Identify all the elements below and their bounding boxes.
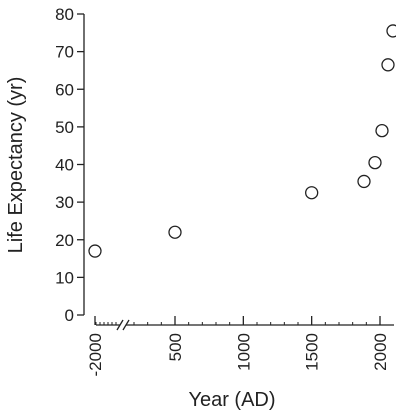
y-tick-label: 0 <box>65 306 74 325</box>
x-tick-label: -2000 <box>86 333 105 376</box>
y-tick-label: 30 <box>55 193 74 212</box>
data-points <box>88 24 396 258</box>
y-tick-label: 50 <box>55 118 74 137</box>
axis-break-mark <box>116 319 124 331</box>
x-axis-label: Year (AD) <box>188 389 275 411</box>
y-tick-label: 10 <box>55 268 74 287</box>
y-tick-label: 20 <box>55 231 74 250</box>
data-point <box>168 225 182 239</box>
y-tick-label: 70 <box>55 43 74 62</box>
y-axis-label: Life Expectancy (yr) <box>5 77 27 254</box>
axes <box>83 14 394 331</box>
y-tick-label: 80 <box>55 5 74 24</box>
x-tick-label: 500 <box>166 333 185 361</box>
y-tick-label: 40 <box>55 156 74 175</box>
ticks: 0 10 20 30 40 50 60 70 80 -2000 500 1000 1500 2000 <box>55 5 390 376</box>
x-tick-label: 1500 <box>303 333 322 371</box>
data-point <box>381 58 395 72</box>
data-point <box>357 174 371 189</box>
x-tick-label: 2000 <box>371 333 390 371</box>
y-tick-label: 60 <box>55 80 74 99</box>
data-point <box>386 24 396 38</box>
axis-break-mark <box>122 319 130 331</box>
data-point <box>368 155 382 170</box>
data-point <box>375 123 389 138</box>
x-tick-label: 1000 <box>234 333 253 371</box>
data-point <box>88 244 102 258</box>
data-point <box>305 186 319 200</box>
